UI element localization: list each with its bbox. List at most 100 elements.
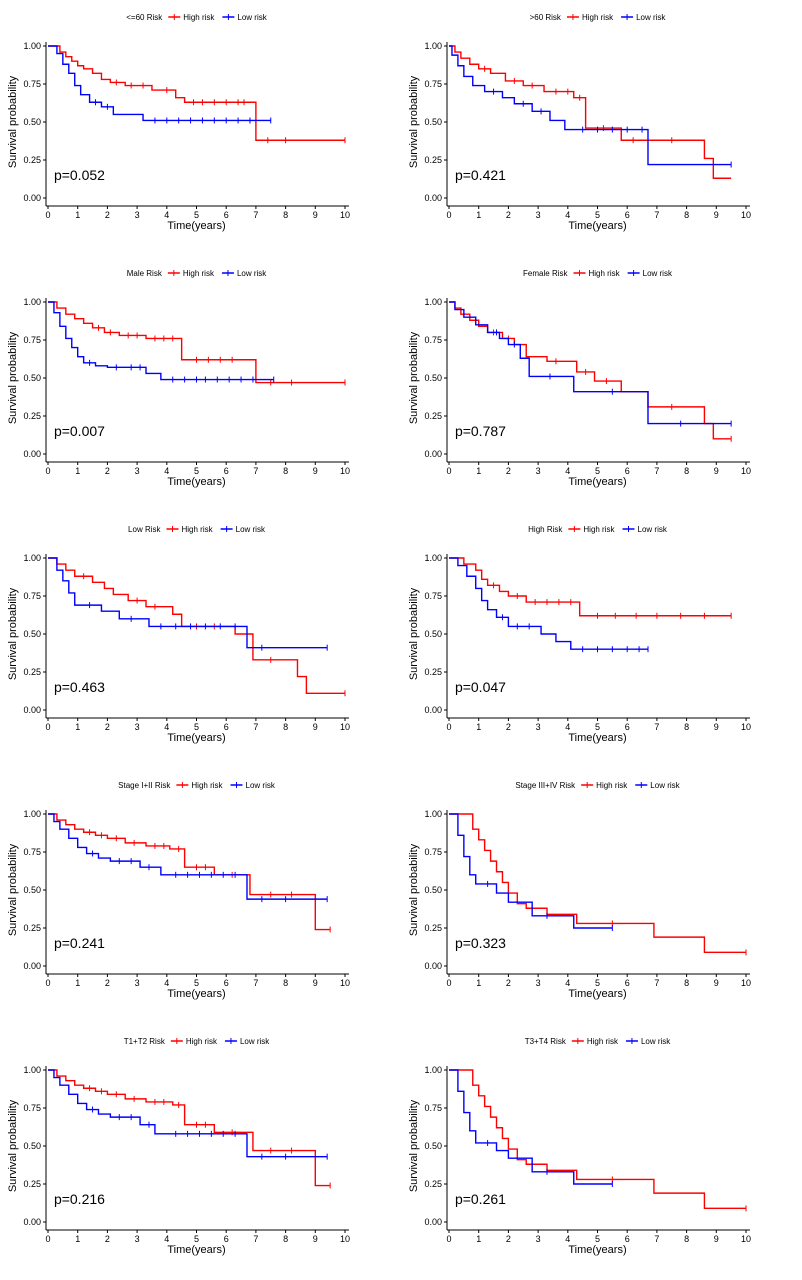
- y-tick-label: 0.75: [424, 847, 442, 857]
- y-tick-label: 0.50: [23, 1141, 41, 1151]
- x-tick-label: 4: [164, 466, 169, 476]
- y-axis-title: Survival probability: [7, 331, 19, 424]
- y-tick-label: 0.75: [23, 847, 41, 857]
- x-tick-label: 7: [253, 722, 258, 732]
- x-tick-label: 4: [164, 1234, 169, 1244]
- x-tick-label: 9: [714, 466, 719, 476]
- y-tick-label: 0.50: [23, 373, 41, 383]
- x-axis-title: Time(years): [568, 988, 626, 1000]
- x-tick-label: 8: [283, 978, 288, 988]
- x-tick-label: 3: [536, 210, 541, 220]
- legend: T3+T4 Risk High risk Low risk: [525, 1037, 672, 1046]
- x-axis-title: Time(years): [167, 220, 225, 232]
- x-tick-label: 6: [625, 210, 630, 220]
- curve-high-risk: [449, 813, 746, 954]
- p-value: p=0.216: [54, 1191, 105, 1207]
- x-axis-title: Time(years): [568, 1244, 626, 1256]
- x-tick-label: 9: [313, 978, 318, 988]
- km-chart: T3+T4 Risk High risk Low risk 0.00 0.25 0.50 0…: [408, 1037, 751, 1256]
- legend-label-high-risk: High risk: [181, 525, 213, 534]
- km-panel-1: >60 Risk High risk Low risk 0.00 0.25 0.50 0.7…: [401, 0, 802, 256]
- x-tick-label: 8: [684, 210, 689, 220]
- x-tick-label: 0: [45, 722, 50, 732]
- x-tick-label: 3: [135, 210, 140, 220]
- x-tick-label: 1: [75, 466, 80, 476]
- legend-label-high-risk: High risk: [183, 13, 215, 22]
- x-tick-label: 2: [506, 722, 511, 732]
- x-tick-label: 2: [506, 978, 511, 988]
- x-tick-label: 2: [506, 466, 511, 476]
- y-tick-label: 0.50: [424, 885, 442, 895]
- y-axis-title: Survival probability: [408, 1099, 420, 1192]
- x-tick-label: 0: [45, 466, 50, 476]
- x-tick-label: 10: [741, 722, 751, 732]
- km-chart: T1+T2 Risk High risk Low risk 0.00 0.25 0.50 0…: [7, 1037, 350, 1256]
- legend-label-high-risk: High risk: [186, 1037, 218, 1046]
- legend: High Risk High risk Low risk: [528, 525, 668, 534]
- x-tick-label: 8: [684, 978, 689, 988]
- curve-low-risk: [48, 813, 328, 900]
- y-axis-title: Survival probability: [7, 587, 19, 680]
- x-tick-label: 6: [224, 1234, 229, 1244]
- x-tick-label: 5: [595, 1234, 600, 1244]
- p-value: p=0.261: [455, 1191, 506, 1207]
- legend-title: <=60 Risk: [126, 13, 163, 22]
- y-tick-label: 0.25: [23, 411, 41, 421]
- y-tick-label: 0.00: [23, 193, 41, 203]
- x-tick-label: 1: [75, 978, 80, 988]
- x-tick-label: 3: [536, 466, 541, 476]
- legend: Female Risk High risk Low risk: [523, 269, 673, 278]
- p-value: p=0.421: [455, 167, 506, 183]
- curve-high-risk: [449, 45, 732, 179]
- x-tick-label: 6: [224, 210, 229, 220]
- x-tick-label: 1: [476, 210, 481, 220]
- y-tick-label: 0.50: [424, 1141, 442, 1151]
- x-axis-title: Time(years): [167, 732, 225, 744]
- x-tick-label: 0: [446, 1234, 451, 1244]
- km-chart: High Risk High risk Low risk 0.00 0.25 0.50 0.…: [408, 525, 751, 744]
- km-chart: >60 Risk High risk Low risk 0.00 0.25 0.50 0.7…: [408, 13, 751, 232]
- x-axis-title: Time(years): [167, 1244, 225, 1256]
- x-tick-label: 9: [714, 722, 719, 732]
- y-tick-label: 0.75: [23, 335, 41, 345]
- legend-label-low-risk: Low risk: [237, 13, 267, 22]
- y-tick-label: 0.50: [424, 117, 442, 127]
- x-tick-label: 4: [565, 722, 570, 732]
- legend-label-high-risk: High risk: [587, 1037, 619, 1046]
- x-tick-label: 9: [714, 978, 719, 988]
- y-tick-label: 1.00: [424, 297, 442, 307]
- x-tick-label: 3: [135, 466, 140, 476]
- x-axis-title: Time(years): [568, 732, 626, 744]
- x-tick-label: 2: [105, 1234, 110, 1244]
- x-tick-label: 7: [654, 722, 659, 732]
- y-tick-label: 0.00: [23, 705, 41, 715]
- y-tick-label: 1.00: [424, 1065, 442, 1075]
- x-tick-label: 10: [340, 722, 350, 732]
- curve-low-risk: [48, 557, 328, 649]
- x-tick-label: 0: [45, 978, 50, 988]
- x-tick-label: 8: [684, 1234, 689, 1244]
- x-tick-label: 6: [625, 978, 630, 988]
- x-tick-label: 9: [714, 210, 719, 220]
- x-tick-label: 6: [625, 1234, 630, 1244]
- y-tick-label: 0.75: [23, 591, 41, 601]
- x-tick-label: 1: [476, 1234, 481, 1244]
- x-tick-label: 0: [446, 978, 451, 988]
- y-tick-label: 1.00: [23, 1065, 41, 1075]
- y-tick-label: 1.00: [23, 41, 41, 51]
- x-axis-title: Time(years): [167, 476, 225, 488]
- km-panel-5: High Risk High risk Low risk 0.00 0.25 0.50 0.…: [401, 512, 802, 768]
- y-tick-label: 0.00: [23, 961, 41, 971]
- y-tick-label: 0.75: [23, 1103, 41, 1113]
- y-tick-label: 0.25: [23, 155, 41, 165]
- km-panel-3: Female Risk High risk Low risk 0.00 0.25 0.50…: [401, 256, 802, 512]
- x-tick-label: 10: [340, 1234, 350, 1244]
- y-tick-label: 0.50: [23, 629, 41, 639]
- y-tick-label: 1.00: [424, 41, 442, 51]
- curve-high-risk: [48, 813, 331, 931]
- x-tick-label: 10: [340, 466, 350, 476]
- x-tick-label: 7: [654, 210, 659, 220]
- y-tick-label: 0.25: [23, 923, 41, 933]
- x-tick-label: 4: [565, 978, 570, 988]
- y-tick-label: 1.00: [23, 553, 41, 563]
